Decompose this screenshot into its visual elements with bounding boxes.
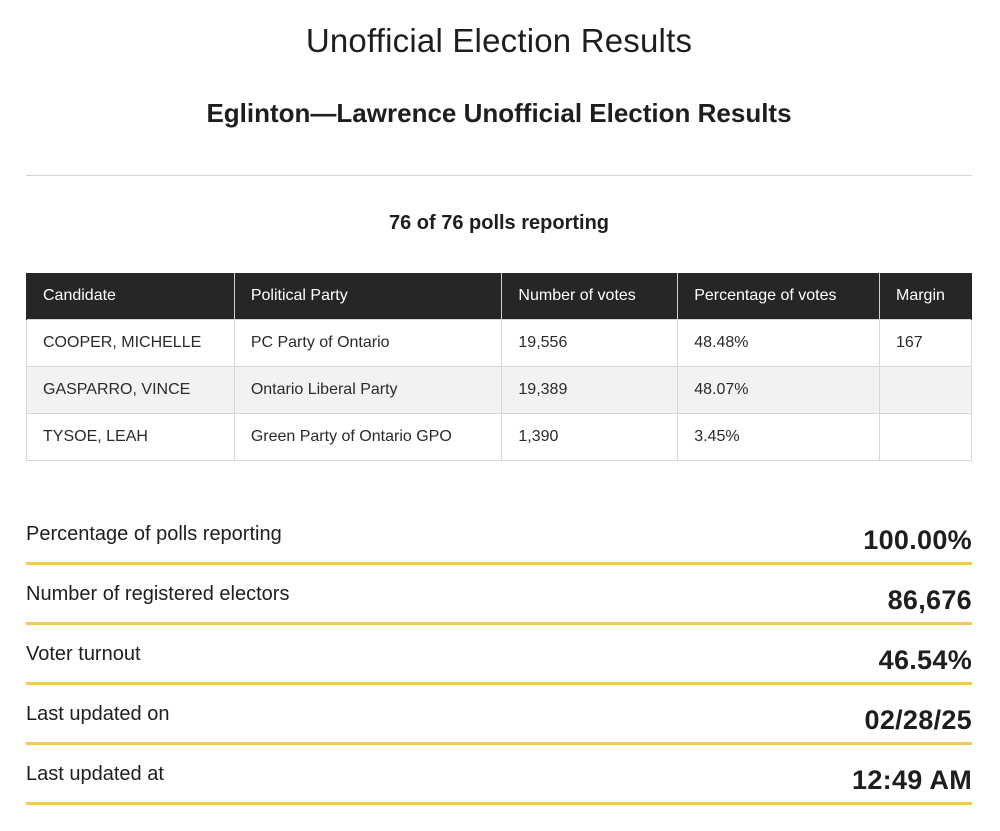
table-header-row: Candidate Political Party Number of vote… [26,273,972,319]
party-name: Ontario Liberal Party [233,365,503,414]
vote-percentage: 3.45% [677,412,880,461]
vote-percentage: 48.48% [677,318,880,367]
vote-count: 1,390 [501,412,679,461]
vote-count: 19,556 [501,318,679,367]
party-name: Green Party of Ontario GPO [233,412,503,461]
margin [879,365,972,414]
stat-value: 46.54% [878,645,972,675]
table-row: GASPARRO, VINCE Ontario Liberal Party 19… [26,365,972,414]
margin [879,412,972,461]
column-header-votes: Number of votes [501,273,679,319]
stat-voter-turnout: Voter turnout 46.54% [26,625,972,685]
table-row: COOPER, MICHELLE PC Party of Ontario 19,… [26,318,972,367]
polls-reporting-summary: 76 of 76 polls reporting [388,212,610,234]
results-table: Candidate Political Party Number of vote… [26,273,972,461]
stat-label: Percentage of polls reporting [26,523,282,545]
stat-value: 86,676 [887,585,972,615]
page-title: Unofficial Election Results [305,22,693,59]
stat-last-updated-at: Last updated at 12:49 AM [26,745,972,805]
vote-count: 19,389 [501,365,679,414]
stat-value: 12:49 AM [852,765,972,795]
stat-label: Number of registered electors [26,583,290,605]
stat-registered-electors: Number of registered electors 86,676 [26,565,972,625]
divider [26,175,972,176]
column-header-percentage: Percentage of votes [677,273,880,319]
margin: 167 [879,318,972,367]
summary-stats: Percentage of polls reporting 100.00% Nu… [26,505,972,805]
stat-label: Voter turnout [26,643,141,665]
stat-value: 100.00% [863,525,972,555]
stat-last-updated-on: Last updated on 02/28/25 [26,685,972,745]
stat-label: Last updated at [26,763,164,785]
stat-label: Last updated on [26,703,170,725]
column-header-candidate: Candidate [26,273,235,319]
candidate-name: TYSOE, LEAH [26,412,235,461]
candidate-name: GASPARRO, VINCE [26,365,235,414]
vote-percentage: 48.07% [677,365,880,414]
column-header-margin: Margin [879,273,972,319]
column-header-party: Political Party [233,273,503,319]
stat-value: 02/28/25 [864,705,972,735]
party-name: PC Party of Ontario [233,318,503,367]
table-row: TYSOE, LEAH Green Party of Ontario GPO 1… [26,412,972,461]
stat-polls-reporting: Percentage of polls reporting 100.00% [26,505,972,565]
riding-subtitle: Eglinton—Lawrence Unofficial Election Re… [206,98,792,128]
candidate-name: COOPER, MICHELLE [26,318,235,367]
